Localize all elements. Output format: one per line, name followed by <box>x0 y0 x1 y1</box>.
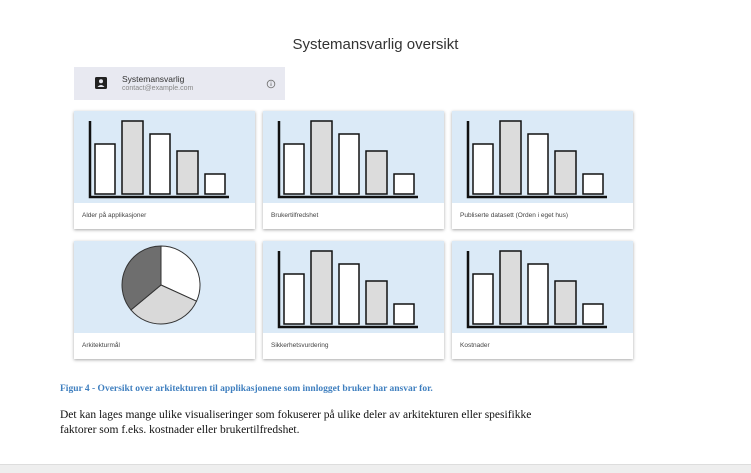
bar-chart-icon <box>88 120 229 199</box>
card-thumbnail <box>452 241 633 333</box>
card-thumbnail <box>263 241 444 333</box>
card-label: Alder på applikasjoner <box>82 212 147 219</box>
card-label: Publiserte datasett (Orden i eget hus) <box>460 212 569 219</box>
card-thumbnail <box>263 111 444 203</box>
page-title: Systemansvarlig oversikt <box>292 36 459 53</box>
card-label: Arkitekturmål <box>82 342 120 349</box>
body-paragraph: Det kan lages mange ulike visualiseringe… <box>60 408 700 438</box>
bar-chart-icon <box>277 120 418 199</box>
dashboard-card-architecture-goals[interactable]: Arkitekturmål <box>74 241 255 359</box>
card-label: Kostnader <box>460 342 490 349</box>
bar-chart-icon <box>466 120 607 199</box>
pie-chart-icon <box>121 245 201 325</box>
dashboard-card-security-assessment[interactable]: Sikkerhetsvurdering <box>263 241 444 359</box>
bar-chart-icon <box>277 250 418 329</box>
card-label: Brukertilfredshet <box>271 212 319 219</box>
dashboard-card-costs[interactable]: Kostnader <box>452 241 633 359</box>
bar-chart-icon <box>466 250 607 329</box>
bottom-scrollbar[interactable] <box>0 464 751 473</box>
card-label: Sikkerhetsvurdering <box>271 342 329 349</box>
user-chip[interactable]: Systemansvarlig contact@example.com <box>74 67 285 100</box>
body-line: faktorer som f.eks. kostnader eller bruk… <box>60 424 300 436</box>
dashboard-card-published-datasets[interactable]: Publiserte datasett (Orden i eget hus) <box>452 111 633 229</box>
info-icon[interactable] <box>266 79 276 89</box>
contact-card-icon <box>95 77 107 89</box>
figure-caption: Figur 4 - Oversikt over arkitekturen til… <box>60 384 433 394</box>
body-line: Det kan lages mange ulike visualiseringe… <box>60 409 532 421</box>
card-thumbnail <box>74 111 255 203</box>
user-name: Systemansvarlig <box>122 74 185 84</box>
card-thumbnail <box>74 241 255 333</box>
card-thumbnail <box>452 111 633 203</box>
dashboard-card-app-age[interactable]: Alder på applikasjoner <box>74 111 255 229</box>
user-email: contact@example.com <box>122 85 194 92</box>
dashboard-card-user-satisfaction[interactable]: Brukertilfredshet <box>263 111 444 229</box>
